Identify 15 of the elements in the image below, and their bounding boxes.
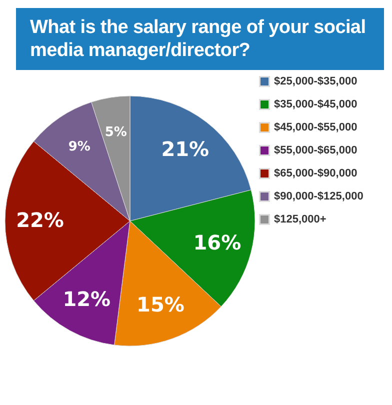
data-label: 9% (68, 140, 90, 155)
legend-label: $45,000-$55,000 (274, 122, 358, 134)
legend-label: $25,000-$35,000 (274, 76, 358, 88)
legend-label: $35,000-$45,000 (274, 98, 358, 110)
data-label: 12% (62, 286, 111, 311)
legend-label: $65,000-$90,000 (274, 168, 358, 180)
legend-label: $90,000-$125,000 (274, 190, 364, 202)
data-label: 5% (104, 125, 127, 140)
legend-label: $55,000-$65,000 (274, 144, 358, 156)
data-label: 22% (16, 208, 64, 232)
data-label: 15% (136, 292, 184, 317)
chart-title: What is the salary range of your social media manager/director? (16, 8, 384, 70)
data-label: 16% (193, 230, 242, 254)
legend-label: $125,000+ (274, 214, 326, 226)
data-label: 21% (161, 136, 210, 161)
